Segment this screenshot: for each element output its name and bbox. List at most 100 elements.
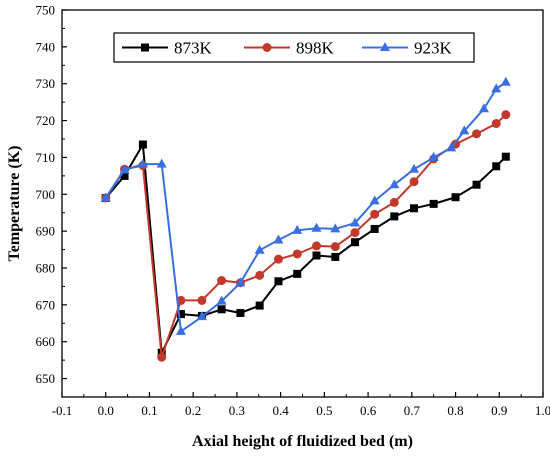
data-point-898k — [501, 110, 511, 120]
data-point-923k — [500, 76, 511, 86]
data-point-923k — [491, 83, 502, 93]
x-tick-label: 0.6 — [360, 403, 377, 418]
y-tick-label: 720 — [36, 113, 56, 128]
data-point-873k — [501, 152, 510, 161]
data-point-873k — [410, 204, 419, 213]
data-point-923k — [137, 158, 148, 168]
data-point-923k — [216, 295, 227, 305]
data-point-923k — [330, 223, 341, 233]
series-layer — [100, 76, 511, 362]
data-point-923k — [196, 311, 207, 321]
data-point-923k — [428, 151, 439, 161]
x-tick-label: 0.7 — [404, 403, 421, 418]
data-point-923k — [273, 234, 284, 244]
data-point-898k — [273, 254, 283, 264]
legend: 873K 898K 923K — [113, 32, 475, 63]
legend-box — [113, 32, 475, 63]
data-point-898k — [292, 249, 302, 259]
data-point-873k — [255, 301, 264, 310]
data-point-873k — [274, 277, 283, 286]
data-point-898k — [472, 129, 482, 139]
legend-label-898k: 898K — [296, 39, 335, 58]
data-point-873k — [492, 162, 501, 171]
data-point-923k — [369, 195, 380, 205]
legend-label-923k: 923K — [414, 39, 453, 58]
data-point-898k — [389, 197, 399, 207]
legend-item-923k: 923K — [362, 39, 453, 58]
data-point-923k — [446, 142, 457, 152]
legend-marker-898k — [262, 43, 272, 52]
data-point-873k — [472, 180, 481, 189]
y-tick-label: 660 — [36, 334, 56, 349]
data-point-873k — [350, 238, 359, 247]
data-point-873k — [293, 269, 302, 278]
data-point-923k — [235, 277, 246, 287]
data-point-923k — [100, 192, 111, 202]
data-point-898k — [217, 276, 227, 286]
legend-item-898k: 898K — [244, 39, 335, 58]
x-tick-label: 0.8 — [447, 403, 463, 418]
data-point-898k — [370, 209, 380, 219]
data-point-873k — [176, 310, 185, 319]
y-tick-label: 690 — [36, 224, 56, 239]
legend-item-873k: 873K — [122, 39, 213, 58]
legend-label-873k: 873K — [174, 39, 213, 58]
series-873k — [101, 140, 510, 357]
x-tick-label: 0.4 — [273, 403, 290, 418]
y-axis-title: Temperature (K) — [6, 146, 23, 262]
data-point-873k — [312, 251, 321, 260]
data-point-898k — [176, 295, 186, 305]
x-axis: -0.1 0.0 0.1 0.2 0.3 0.4 0.5 0.6 0.7 0.8 0.9 1.0 — [52, 392, 550, 418]
y-tick-label: 650 — [36, 371, 56, 386]
legend-marker-873k — [141, 43, 149, 52]
y-tick-label: 670 — [36, 297, 56, 312]
data-point-898k — [197, 295, 207, 305]
data-point-873k — [236, 308, 245, 317]
y-tick-label: 750 — [36, 3, 56, 18]
data-point-898k — [350, 228, 360, 238]
data-point-923k — [349, 217, 360, 227]
x-tick-label: -0.1 — [52, 403, 73, 418]
data-point-923k — [459, 125, 470, 135]
data-point-873k — [138, 140, 147, 149]
data-point-923k — [478, 103, 489, 113]
data-point-898k — [330, 242, 340, 252]
data-point-898k — [409, 177, 419, 187]
data-point-898k — [157, 352, 167, 362]
x-tick-label: 0.1 — [141, 403, 157, 418]
data-point-923k — [156, 158, 167, 168]
y-axis: 650 660 670 680 690 700 710 720 730 740 750 — [36, 3, 67, 386]
series-923k — [100, 76, 511, 335]
data-point-923k — [175, 325, 186, 335]
y-tick-label: 680 — [36, 261, 56, 276]
data-point-873k — [451, 193, 460, 202]
data-point-873k — [120, 171, 129, 180]
data-point-923k — [119, 164, 130, 174]
x-tick-label: 0.3 — [229, 403, 245, 418]
data-point-923k — [311, 222, 322, 232]
x-tick-label: 0.9 — [491, 403, 507, 418]
data-point-923k — [292, 224, 303, 234]
y-tick-label: 740 — [36, 39, 56, 54]
plot-frame — [61, 9, 544, 398]
data-point-898k — [255, 270, 265, 280]
y-tick-label: 730 — [36, 76, 56, 91]
data-point-923k — [254, 244, 265, 254]
x-tick-label: 0.0 — [98, 403, 114, 418]
data-point-873k — [429, 199, 438, 208]
plot-border — [61, 9, 544, 398]
data-point-873k — [370, 224, 379, 233]
data-point-873k — [331, 252, 340, 261]
y-tick-label: 700 — [36, 187, 56, 202]
data-point-898k — [311, 241, 321, 251]
x-axis-title: Axial height of fluidized bed (m) — [192, 433, 413, 450]
data-point-923k — [409, 163, 420, 173]
data-point-898k — [491, 119, 501, 129]
y-tick-label: 710 — [36, 150, 56, 165]
series-line-923k — [104, 81, 507, 333]
legend-marker-923k — [380, 42, 390, 51]
data-point-873k — [217, 305, 226, 314]
data-point-923k — [389, 179, 400, 189]
